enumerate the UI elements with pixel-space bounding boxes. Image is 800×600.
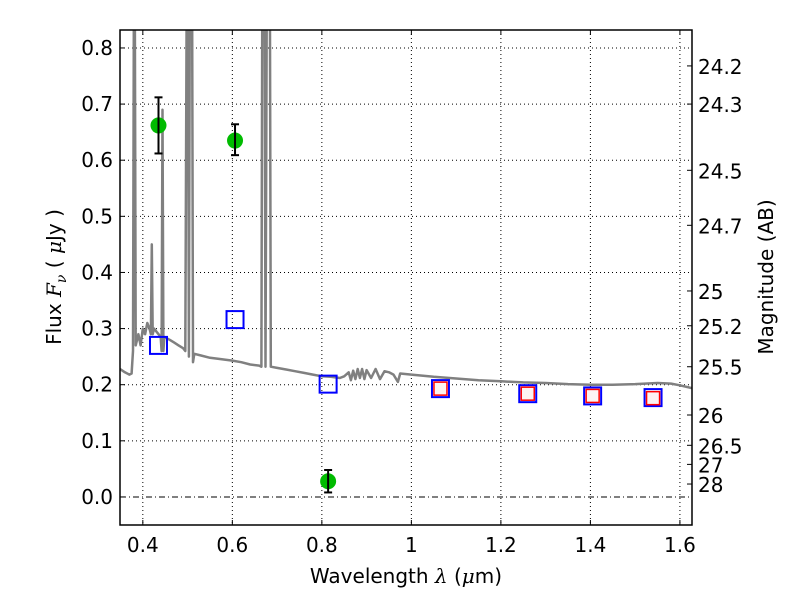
plot-area bbox=[120, 30, 692, 494]
y-tick-label: 0.3 bbox=[81, 317, 113, 341]
model-spectrum-line bbox=[120, 30, 692, 390]
y2-tick-label: 28 bbox=[698, 473, 723, 497]
y-tick-label: 0.8 bbox=[81, 36, 113, 60]
x-axis-ticks: 0.4 0.6 0.8 1 1.2 1.4 1.6 bbox=[127, 30, 696, 557]
y2-tick-label: 26 bbox=[698, 404, 723, 428]
spectrum-layer bbox=[120, 30, 692, 390]
nir-photometry-square bbox=[433, 381, 448, 396]
y-tick-label: 0.5 bbox=[81, 204, 113, 228]
plot-background bbox=[120, 30, 692, 525]
y2-tick-label: 26.5 bbox=[698, 434, 743, 458]
model-photometry-square bbox=[225, 310, 245, 330]
x-tick-label: 0.8 bbox=[306, 533, 338, 557]
y-tick-label: 0.2 bbox=[81, 373, 113, 397]
y2-tick-label: 24.5 bbox=[698, 159, 743, 183]
model-photometry-square bbox=[643, 388, 663, 408]
x-tick-label: 0.4 bbox=[127, 533, 159, 557]
x-tick-label: 1 bbox=[405, 533, 418, 557]
y-axis-label: Flux Fν ( μJy ) bbox=[42, 209, 70, 345]
squares-layer bbox=[148, 310, 663, 408]
y-axis-ticks: 0.0 0.1 0.2 0.3 0.4 0.5 0.6 0.7 0.8 bbox=[81, 36, 125, 509]
y2-tick-label: 25 bbox=[698, 280, 723, 304]
y-tick-label: 0.1 bbox=[81, 429, 113, 453]
model-photometry-square bbox=[148, 335, 168, 355]
model-photometry-square bbox=[318, 374, 338, 394]
grid-lines bbox=[120, 30, 692, 525]
y2-tick-label: 25.2 bbox=[698, 315, 743, 339]
points-layer bbox=[150, 96, 337, 494]
y-tick-label: 0.0 bbox=[81, 485, 113, 509]
y2-axis-label: Magnitude (AB) bbox=[754, 199, 778, 354]
x-tick-label: 0.6 bbox=[216, 533, 248, 557]
nir-photometry-square bbox=[585, 388, 600, 404]
y-tick-label: 0.4 bbox=[81, 260, 113, 284]
x-tick-label: 1.6 bbox=[664, 533, 696, 557]
y2-tick-label: 25.5 bbox=[698, 356, 743, 380]
y2-tick-label: 27 bbox=[698, 453, 723, 477]
nir-photometry-square bbox=[520, 386, 535, 401]
model-photometry-square bbox=[583, 386, 603, 406]
y2-tick-label: 24.7 bbox=[698, 214, 743, 238]
x-tick-label: 1.4 bbox=[574, 533, 606, 557]
y-tick-label: 0.6 bbox=[81, 148, 113, 172]
plot-frame bbox=[119, 29, 693, 526]
model-photometry-square bbox=[430, 379, 450, 399]
model-photometry-square bbox=[518, 384, 538, 404]
y2-tick-label: 24.2 bbox=[698, 55, 743, 79]
nir-photometry-square bbox=[645, 390, 661, 406]
y-tick-label: 0.7 bbox=[81, 92, 113, 116]
x-tick-label: 1.2 bbox=[485, 533, 517, 557]
y2-tick-label: 24.3 bbox=[698, 93, 743, 117]
x-axis-label: Wavelength λ (μm) bbox=[310, 564, 502, 588]
